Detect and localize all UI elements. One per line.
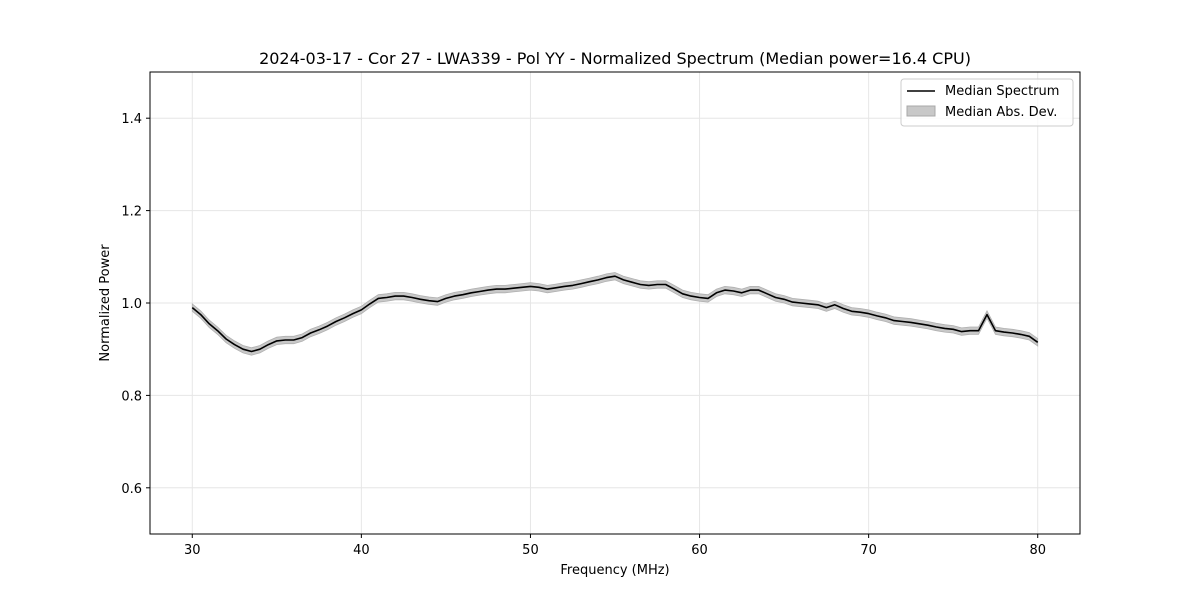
median-abs-dev-band bbox=[191, 272, 1039, 356]
legend-mad-label: Median Abs. Dev. bbox=[945, 105, 1057, 120]
chart-title: 2024-03-17 - Cor 27 - LWA339 - Pol YY - … bbox=[259, 49, 971, 68]
legend-box bbox=[900, 78, 1074, 127]
x-tick-label: 30 bbox=[184, 543, 201, 558]
x-tick-label: 70 bbox=[860, 543, 877, 558]
plot-area bbox=[191, 272, 1039, 356]
legend-median-spectrum-label: Median Spectrum bbox=[945, 84, 1059, 99]
axis-ticks: 30 40 50 60 70 80 0.6 0.8 1.0 1.2 1.4 bbox=[121, 112, 1046, 558]
x-tick-label: 80 bbox=[1029, 543, 1046, 558]
median-spectrum-line bbox=[191, 275, 1039, 353]
y-axis-label: Normalized Power bbox=[98, 244, 113, 362]
legend-mad-swatch bbox=[906, 105, 936, 117]
x-tick-label: 60 bbox=[691, 543, 708, 558]
legend: Median Spectrum Median Abs. Dev. bbox=[900, 78, 1074, 127]
y-tick-label: 1.0 bbox=[121, 297, 142, 312]
y-tick-label: 0.6 bbox=[121, 482, 142, 497]
y-tick-label: 1.4 bbox=[121, 112, 142, 127]
y-tick-label: 0.8 bbox=[121, 389, 142, 404]
x-tick-label: 40 bbox=[353, 543, 370, 558]
y-tick-label: 1.2 bbox=[121, 205, 142, 220]
x-axis-label: Frequency (MHz) bbox=[560, 563, 669, 578]
x-tick-label: 50 bbox=[522, 543, 539, 558]
